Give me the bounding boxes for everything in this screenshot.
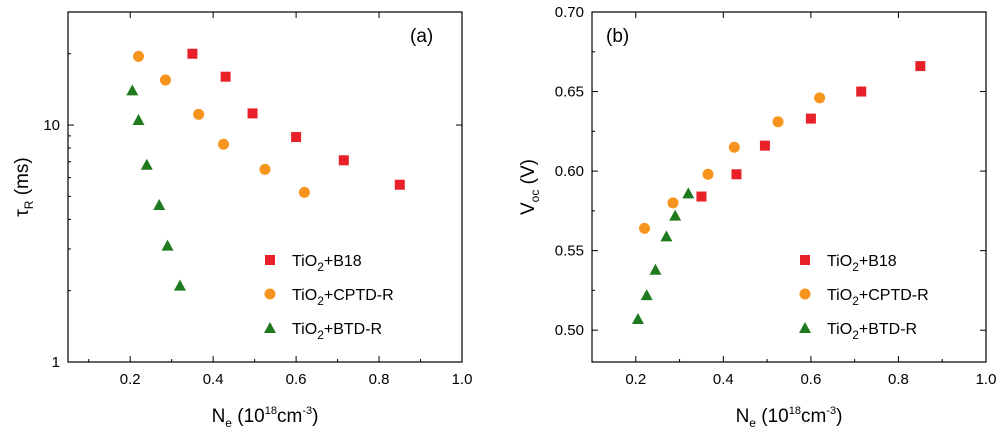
- x-tick-label: 0.6: [800, 371, 821, 388]
- legend-marker: [800, 255, 810, 265]
- data-point: [161, 239, 174, 251]
- y-tick-label: 0.70: [555, 4, 584, 21]
- legend-marker: [265, 255, 275, 265]
- legend-label: TiO2+B18: [827, 253, 897, 274]
- data-point: [220, 71, 231, 82]
- legend-marker: [264, 322, 276, 333]
- data-point: [915, 61, 926, 72]
- data-point: [667, 197, 679, 209]
- data-point: [218, 138, 230, 150]
- chart-panel-a: 0.2 0.4 0.6 0.8 1.0 1 10 (a) Ne (1018cm-3) τR (ms…: [12, 11, 473, 430]
- data-point: [298, 186, 310, 198]
- legend-label: TiO2+BTD-R: [827, 321, 917, 342]
- plot-frame: [67, 11, 463, 363]
- data-point: [759, 140, 770, 151]
- x-tick-label: 1.0: [976, 371, 997, 388]
- x-tick-label: 0.8: [369, 371, 390, 388]
- x-tick-label: 0.4: [203, 371, 224, 388]
- plot-frame: [591, 11, 987, 363]
- data-point: [126, 84, 139, 96]
- data-point: [805, 113, 816, 124]
- y-tick-label: 1: [52, 354, 60, 371]
- data-point: [394, 179, 405, 190]
- data-point: [772, 116, 784, 128]
- legend-label: TiO2+B18: [292, 253, 362, 274]
- x-tick-label: 0.6: [286, 371, 307, 388]
- y-tick-label: 0.55: [555, 243, 584, 260]
- x-axis-label: Ne (1018cm-3): [736, 405, 843, 430]
- data-point: [640, 289, 653, 301]
- y-axis-label: τR (ms): [12, 157, 36, 216]
- data-point: [173, 279, 186, 291]
- data-point: [639, 222, 651, 234]
- x-tick-label: 0.8: [888, 371, 909, 388]
- legend-marker: [799, 322, 811, 333]
- data-point: [140, 158, 153, 170]
- data-point: [338, 155, 349, 166]
- data-point: [731, 169, 742, 180]
- data-point: [247, 108, 258, 119]
- data-point: [159, 74, 171, 86]
- data-point: [814, 92, 826, 104]
- x-tick-label: 1.0: [452, 371, 473, 388]
- data-point: [702, 168, 714, 180]
- x-tick-label: 0.2: [625, 371, 646, 388]
- panel-label: (b): [606, 26, 629, 47]
- data-point: [856, 86, 867, 97]
- data-point: [682, 187, 695, 199]
- data-point: [649, 263, 662, 275]
- data-point: [193, 108, 205, 120]
- panel-label: (a): [410, 26, 433, 47]
- legend-marker: [799, 288, 811, 300]
- data-point: [187, 48, 198, 59]
- legend-label: TiO2+CPTD-R: [292, 287, 394, 308]
- data-point: [669, 209, 682, 221]
- y-axis-label: Voc (V): [518, 159, 542, 215]
- y-tick-label: 0.60: [555, 163, 584, 180]
- data-point: [631, 313, 644, 325]
- data-point: [696, 191, 707, 202]
- data-point: [728, 141, 740, 153]
- y-tick-label: 0.50: [555, 322, 584, 339]
- data-point: [259, 163, 271, 175]
- legend-marker: [264, 288, 276, 300]
- data-point: [660, 230, 673, 242]
- y-tick-label: 10: [43, 117, 60, 134]
- data-point: [291, 132, 302, 143]
- x-tick-label: 0.2: [120, 371, 141, 388]
- data-point: [133, 50, 145, 62]
- x-axis-label: Ne (1018cm-3): [212, 405, 319, 430]
- data-point: [132, 114, 145, 126]
- chart-panel-b: 0.2 0.4 0.6 0.8 1.0 0.50 0.55 0.60 0.65 0.70 (b) Ne…: [518, 4, 996, 430]
- y-tick-label: 0.65: [555, 84, 584, 101]
- data-point: [153, 198, 166, 210]
- legend-label: TiO2+BTD-R: [292, 321, 382, 342]
- legend-label: TiO2+CPTD-R: [827, 287, 929, 308]
- x-tick-label: 0.4: [713, 371, 734, 388]
